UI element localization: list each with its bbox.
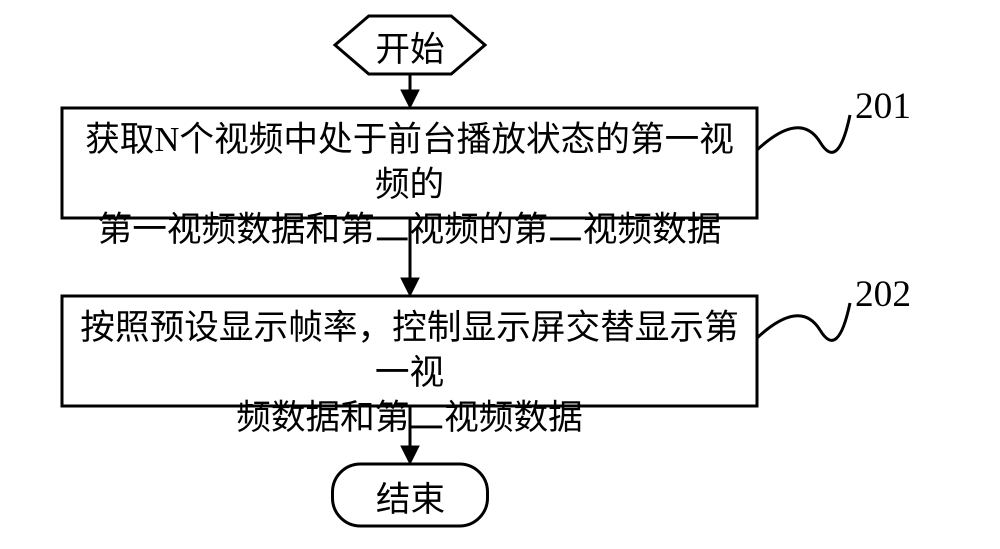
step2-tag: 202 [855,273,911,316]
step1-tag: 201 [855,85,911,128]
callout-step1 [757,115,850,152]
callout-step2 [757,303,850,340]
end-label: 结束 [333,478,488,523]
arrowhead-2 [401,446,419,464]
arrowhead-1 [401,278,419,296]
step1-label: 获取N个视频中处于前台播放状态的第一视频的 第一视频数据和第二视频的第二视频数据 [72,118,747,253]
start-label: 开始 [335,28,485,73]
step2-label: 按照预设显示帧率，控制显示屏交替显示第一视 频数据和第二视频数据 [72,306,747,441]
arrowhead-0 [401,90,419,108]
